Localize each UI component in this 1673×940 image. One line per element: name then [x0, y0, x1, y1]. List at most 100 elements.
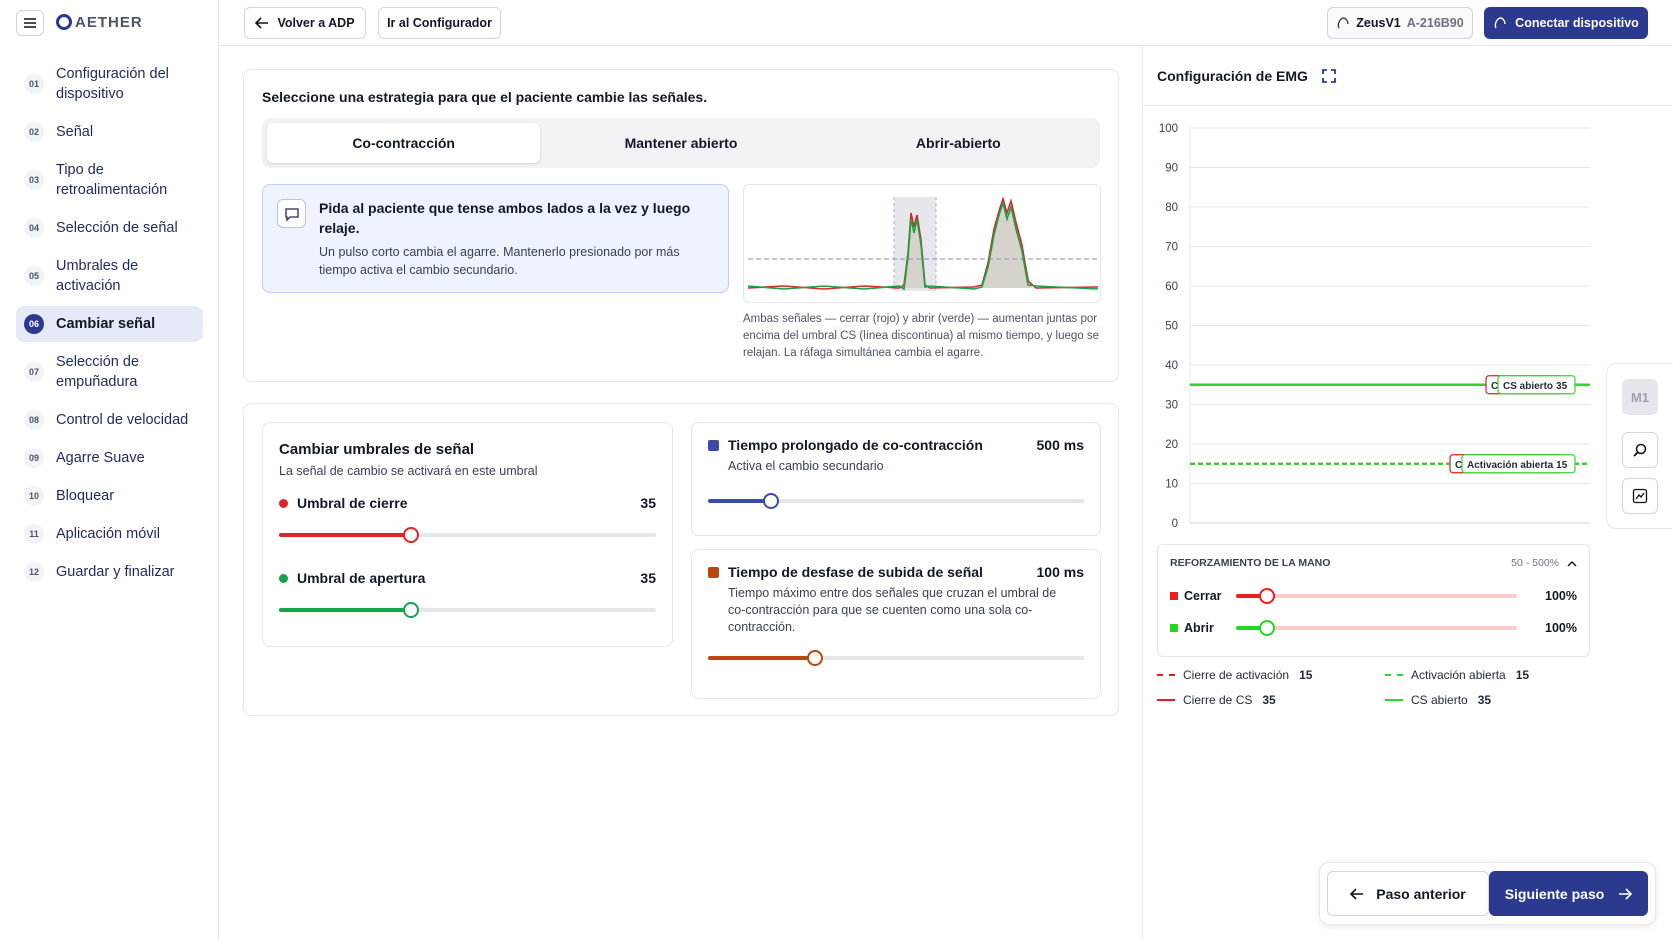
legend-value: 35: [1262, 693, 1276, 707]
y-tick-label: 30: [1165, 400, 1178, 412]
slider-track[interactable]: [1236, 588, 1518, 604]
step-number: 11: [24, 524, 44, 544]
step-item[interactable]: 02 Señal: [16, 114, 203, 150]
slider-thumb[interactable]: [807, 650, 824, 666]
chart-legend: Cierre de activación 15 Activación abierta…: [1157, 668, 1597, 718]
step-label: Bloquear: [56, 488, 115, 504]
step-item[interactable]: 01 Configuración del dispositivo: [16, 56, 203, 112]
slider-thumb[interactable]: [1259, 588, 1276, 604]
signal-area: [904, 197, 1032, 288]
slider-fill: [279, 533, 411, 537]
step-item[interactable]: 06 Cambiar señal: [16, 306, 203, 342]
slider-thumb[interactable]: [402, 527, 419, 543]
strategy-tab[interactable]: Mantener abierto: [624, 135, 738, 151]
connect-device-button[interactable]: Conectar dispositivo: [1484, 7, 1648, 39]
y-tick-label: 10: [1165, 479, 1178, 491]
chevron-up: [1567, 560, 1577, 566]
timing-header: Tiempo de desfase de subida de señal 100 …: [708, 564, 1084, 580]
step-item[interactable]: 04 Selección de señal: [16, 210, 203, 246]
legend-value: 15: [1515, 668, 1530, 682]
y-tick-label: 20: [1165, 439, 1178, 451]
color-square: [1170, 624, 1178, 632]
slider-thumb[interactable]: [1259, 620, 1276, 636]
slider-thumb[interactable]: [402, 602, 419, 618]
slider-track[interactable]: [1236, 620, 1518, 636]
legend-swatch: [1157, 699, 1175, 701]
zoom-icon: [1633, 443, 1647, 457]
color-square: [1170, 592, 1178, 600]
step-label: Cambiar señal: [56, 316, 156, 332]
step-number: 02: [24, 122, 44, 142]
threshold-value: 35: [640, 495, 656, 511]
button-label: Siguiente paso: [1504, 885, 1605, 902]
slider-track[interactable]: [708, 493, 1084, 509]
slider-fill: [708, 499, 771, 503]
legend-item: Cierre de CS 35: [1157, 693, 1276, 707]
legend-item: Activación abierta 15: [1385, 668, 1529, 682]
strategy-tab[interactable]: Co-contracción: [267, 123, 541, 163]
device-icon: [1337, 17, 1349, 29]
emg-title-row: Configuración de EMG: [1157, 68, 1336, 84]
back-to-adp-button[interactable]: Volver a ADP: [244, 7, 366, 39]
previous-step-button[interactable]: Paso anterior: [1327, 871, 1489, 916]
illustration-svg: [747, 196, 1099, 291]
mode-button[interactable]: M1: [1622, 379, 1658, 415]
step-item[interactable]: 07 Selección de empuñadura: [16, 344, 203, 400]
reinforcement-value: 100%: [1545, 589, 1577, 603]
device-id: A-216B90: [1406, 16, 1464, 30]
button-label: Ir al Configurador: [387, 16, 492, 30]
step-label: Control de velocidad: [56, 412, 189, 428]
color-dot: [279, 498, 288, 508]
reinforcement-label: Abrir: [1184, 621, 1214, 635]
step-item[interactable]: 03 Tipo de retroalimentación: [16, 152, 203, 208]
slider-thumb[interactable]: [762, 493, 779, 509]
timing-description: Activa el cambio secundario: [728, 459, 884, 473]
step-item[interactable]: 11 Aplicación móvil: [16, 516, 203, 552]
configurator-button[interactable]: Ir al Configurador: [378, 7, 501, 39]
legend-name: Cierre de CS: [1183, 693, 1253, 707]
step-item[interactable]: 09 Agarre Suave: [16, 440, 203, 476]
emg-header: [1143, 46, 1673, 106]
top-bar: [219, 0, 1673, 46]
step-item[interactable]: 05 Umbrales de activación: [16, 248, 203, 304]
step-label: Aplicación móvil: [56, 526, 160, 542]
slider-track[interactable]: [708, 650, 1084, 666]
slider-track[interactable]: [279, 527, 656, 543]
chart-button[interactable]: [1622, 478, 1658, 514]
slider-fill: [279, 608, 411, 612]
line-tag-text: CS abierto 35: [1503, 381, 1568, 392]
y-tick-label: 80: [1165, 202, 1178, 214]
step-label: Configuración del dispositivo: [56, 66, 169, 102]
menu-button[interactable]: [16, 10, 44, 36]
step-item[interactable]: 12 Guardar y finalizar: [16, 554, 203, 590]
timing-panel: Tiempo prolongado de co-contracción 500 m…: [691, 422, 1101, 536]
slider-track[interactable]: [279, 602, 656, 618]
step-item[interactable]: 10 Bloquear: [16, 478, 203, 514]
step-list: 01 Configuración del dispositivo 02 Señal 03…: [16, 56, 203, 592]
step-label: Umbrales de activación: [56, 258, 139, 294]
slider-fill: [1236, 626, 1268, 630]
logo-mark: [56, 14, 72, 30]
y-tick-label: 0: [1172, 518, 1178, 530]
next-step-button[interactable]: Siguiente paso: [1489, 871, 1648, 916]
button-label: Volver a ADP: [277, 16, 355, 30]
strategy-tab[interactable]: Abrir-abierto: [915, 135, 1001, 151]
threshold-row: Umbral de cierre 35: [279, 495, 656, 511]
reinforcement-header: REFORZAMIENTO DE LA MANO 50 - 500%: [1170, 557, 1577, 569]
step-item[interactable]: 08 Control de velocidad: [16, 402, 203, 438]
reinforcement-row: Abrir 100%: [1170, 620, 1577, 636]
line-tag-name: Activación abierta: [1467, 460, 1554, 471]
zoom-button[interactable]: [1622, 432, 1658, 468]
expand-icon[interactable]: [1321, 69, 1336, 83]
legend-item: CS abierto 35: [1385, 693, 1491, 707]
threshold-label: Umbral de apertura: [297, 570, 426, 586]
button-label: Paso anterior: [1376, 885, 1466, 902]
step-number: 05: [24, 266, 44, 286]
arrow-left-icon: [1350, 887, 1364, 900]
legend-name: Cierre de activación: [1183, 668, 1290, 682]
reinforcement-range[interactable]: 50 - 500%: [1511, 557, 1577, 569]
sidebar: AETHER 01 Configuración del dispositivo 02…: [0, 0, 219, 940]
threshold-label: Umbral de cierre: [297, 495, 408, 511]
strategy-prompt: Seleccione una estrategia para que el pa…: [262, 89, 708, 105]
reinforcement-value: 100%: [1545, 621, 1577, 635]
